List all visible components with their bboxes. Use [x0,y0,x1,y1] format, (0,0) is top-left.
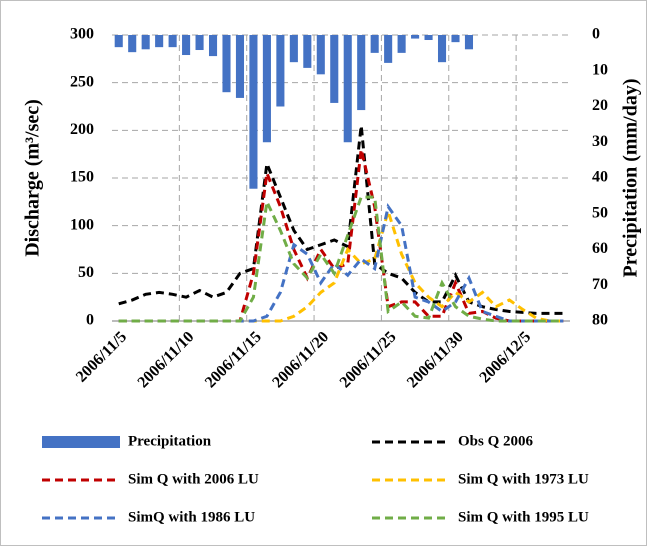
y-tick-label: 0 [86,312,94,329]
legend-label: Sim Q with 1995 LU [458,509,589,525]
precipitation-bar [222,35,231,93]
discharge-line [118,195,564,323]
precipitation-bar [141,35,150,50]
precipitation-bar [289,35,298,63]
discharge-line [118,149,564,323]
precipitation-bar [235,35,245,98]
y2-tick-label: 0 [592,26,600,43]
y2-tick-label: 70 [592,276,608,293]
discharge-line [118,202,564,323]
precipitation-bar [451,35,460,43]
y-tick-label: 50 [78,264,94,281]
y2-tick-label: 20 [592,97,608,114]
legend-label: Sim Q with 1973 LU [458,471,589,487]
legend-label: Sim Q with 2006 LU [128,471,259,487]
precipitation-bar [155,35,164,48]
legend-label: Obs Q 2006 [458,433,534,449]
y2-axis-title: Precipitation (mm/day) [620,78,642,277]
legend-label: SimQ with 1986 LU [128,509,255,525]
legend-swatch [42,436,120,448]
precipitation-bar [114,35,123,48]
precipitation-bar [343,35,352,143]
y2-tick-label: 30 [592,133,608,150]
y2-tick-label: 10 [592,61,608,78]
y-tick-label: 100 [70,216,94,233]
y-tick-label: 200 [70,121,94,138]
precipitation-bar [303,35,312,68]
precipitation-bar [262,35,271,143]
precipitation-bar [128,35,137,53]
precipitation-bar [276,35,285,107]
precipitation-bar [195,35,204,51]
y2-tick-label: 80 [592,312,608,329]
precipitation-bar [357,35,366,111]
precipitation-bar [464,35,474,50]
precipitation-bar [437,35,447,63]
precipitation-bar [370,35,379,53]
precipitation-bar [384,35,393,63]
precipitation-bar [397,35,406,53]
y-tick-label: 300 [70,26,94,43]
precipitation-bar [208,35,218,57]
discharge-line [118,206,564,323]
y-tick-label: 250 [70,73,94,90]
precipitation-bar [168,35,177,48]
y2-tick-label: 60 [592,240,608,257]
y2-tick-label: 50 [592,204,608,221]
precipitation-bar [182,35,191,56]
precipitation-bar [316,35,325,75]
precipitation-bar [411,35,420,39]
precipitation-bar [330,35,339,103]
precipitation-bar [424,35,433,41]
legend-label: Precipitation [128,433,212,449]
precipitation-bar [249,35,258,189]
y-axis-title: Discharge (m³/sec) [22,99,44,257]
y2-tick-label: 40 [592,169,608,186]
y-tick-label: 150 [70,169,94,186]
